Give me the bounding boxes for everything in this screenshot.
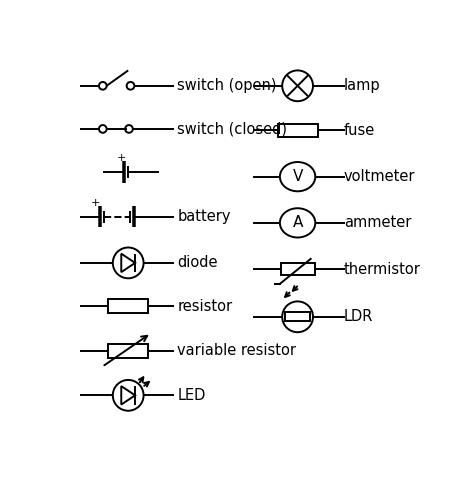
Text: switch (closed): switch (closed) [177, 121, 287, 136]
Text: battery: battery [177, 209, 231, 224]
Text: LED: LED [177, 388, 206, 403]
Text: variable resistor: variable resistor [177, 343, 296, 358]
Bar [285, 312, 310, 321]
Text: lamp: lamp [344, 78, 381, 93]
Text: V: V [292, 169, 303, 184]
Text: +: + [117, 153, 126, 163]
Bar [108, 344, 148, 358]
Bar [278, 123, 318, 137]
Text: A: A [292, 215, 303, 230]
Text: LDR: LDR [344, 309, 373, 324]
Text: thermistor: thermistor [344, 261, 420, 276]
Bar [281, 263, 315, 275]
Text: voltmeter: voltmeter [344, 169, 415, 184]
Text: resistor: resistor [177, 299, 233, 314]
Text: fuse: fuse [344, 123, 375, 138]
Text: ammeter: ammeter [344, 215, 411, 230]
Text: +: + [91, 198, 100, 208]
Text: diode: diode [177, 256, 218, 271]
Bar [108, 299, 148, 313]
Text: switch (open): switch (open) [177, 78, 277, 93]
